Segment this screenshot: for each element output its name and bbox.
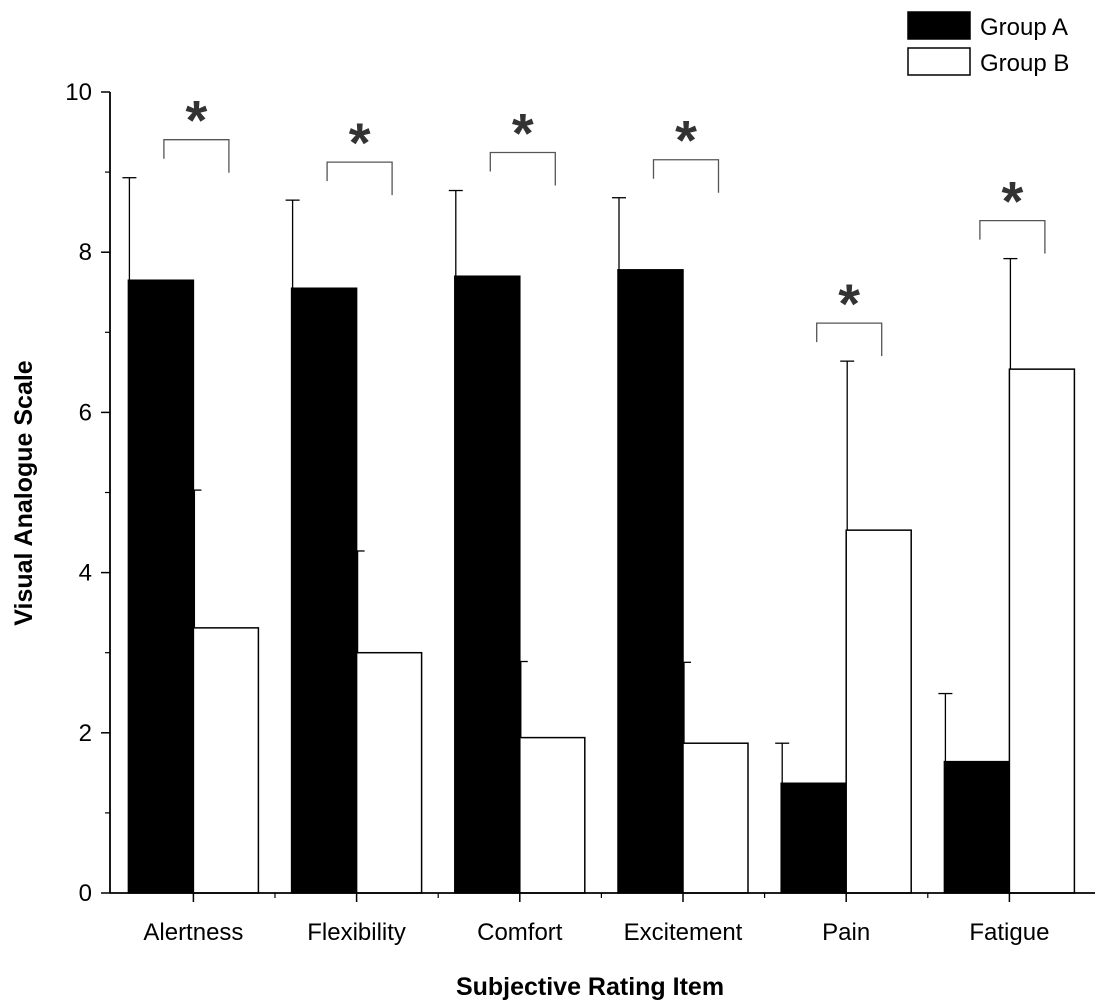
significance-layer: * * * * * * [163, 89, 1046, 357]
bars-layer [127, 269, 1076, 894]
bar-group-a-flexibility [290, 287, 358, 894]
legend-label-group-b: Group B [980, 50, 1069, 77]
y-tick-label-6: 6 [79, 399, 92, 426]
bar-group-a-pain [780, 782, 847, 894]
y-tick-label-2: 2 [79, 720, 92, 747]
x-tick-label-comfort: Comfort [477, 919, 563, 946]
significance-star-pain: * [838, 272, 860, 335]
bar-group-b-pain [845, 529, 912, 894]
legend-swatch-group-a [907, 11, 971, 40]
y-axis-title: Visual Analogue Scale [10, 360, 38, 625]
x-tick-label-pain: Pain [822, 919, 870, 946]
bar-group-b-fatigue [1008, 368, 1076, 894]
significance-bracket-flexibility [326, 161, 393, 196]
x-tick-label-excitement: Excitement [624, 919, 743, 946]
x-axis-title: Subjective Rating Item [456, 973, 724, 1001]
legend-swatch-group-b [907, 47, 971, 76]
x-tick-label-alertness: Alertness [143, 919, 243, 946]
bar-group-b-flexibility [355, 651, 423, 894]
y-tick-label-8: 8 [79, 239, 92, 266]
x-tick-label-fatigue: Fatigue [969, 919, 1049, 946]
error-bars-layer [122, 177, 1018, 784]
legend-label-group-a: Group A [980, 14, 1068, 41]
y-tick-label-10: 10 [65, 79, 92, 106]
x-tick-label-flexibility: Flexibility [307, 919, 406, 946]
significance-bracket-comfort [489, 151, 556, 186]
legend: Group A Group B [907, 11, 1069, 77]
bar-group-a-alertness [127, 279, 195, 894]
y-tick-label-4: 4 [79, 560, 92, 587]
significance-star-excitement: * [675, 109, 697, 172]
bar-group-b-alertness [192, 627, 260, 894]
bar-group-a-fatigue [943, 760, 1011, 894]
axes-layer: Alertness Flexibility Comfort Excitement Pai… [65, 79, 1095, 946]
significance-star-flexibility: * [349, 111, 371, 174]
bar-group-b-excitement [682, 742, 749, 894]
bar-group-a-comfort [454, 275, 521, 894]
significance-bracket-excitement [652, 159, 720, 193]
significance-star-comfort: * [512, 102, 534, 165]
significance-bracket-pain [816, 322, 883, 357]
bar-group-a-excitement [617, 269, 684, 894]
y-tick-label-0: 0 [79, 880, 92, 907]
significance-star-alertness: * [186, 89, 208, 152]
significance-bracket-fatigue [979, 219, 1046, 254]
significance-star-fatigue: * [1002, 170, 1024, 233]
significance-bracket-alertness [163, 139, 230, 173]
bar-group-b-comfort [519, 736, 586, 894]
